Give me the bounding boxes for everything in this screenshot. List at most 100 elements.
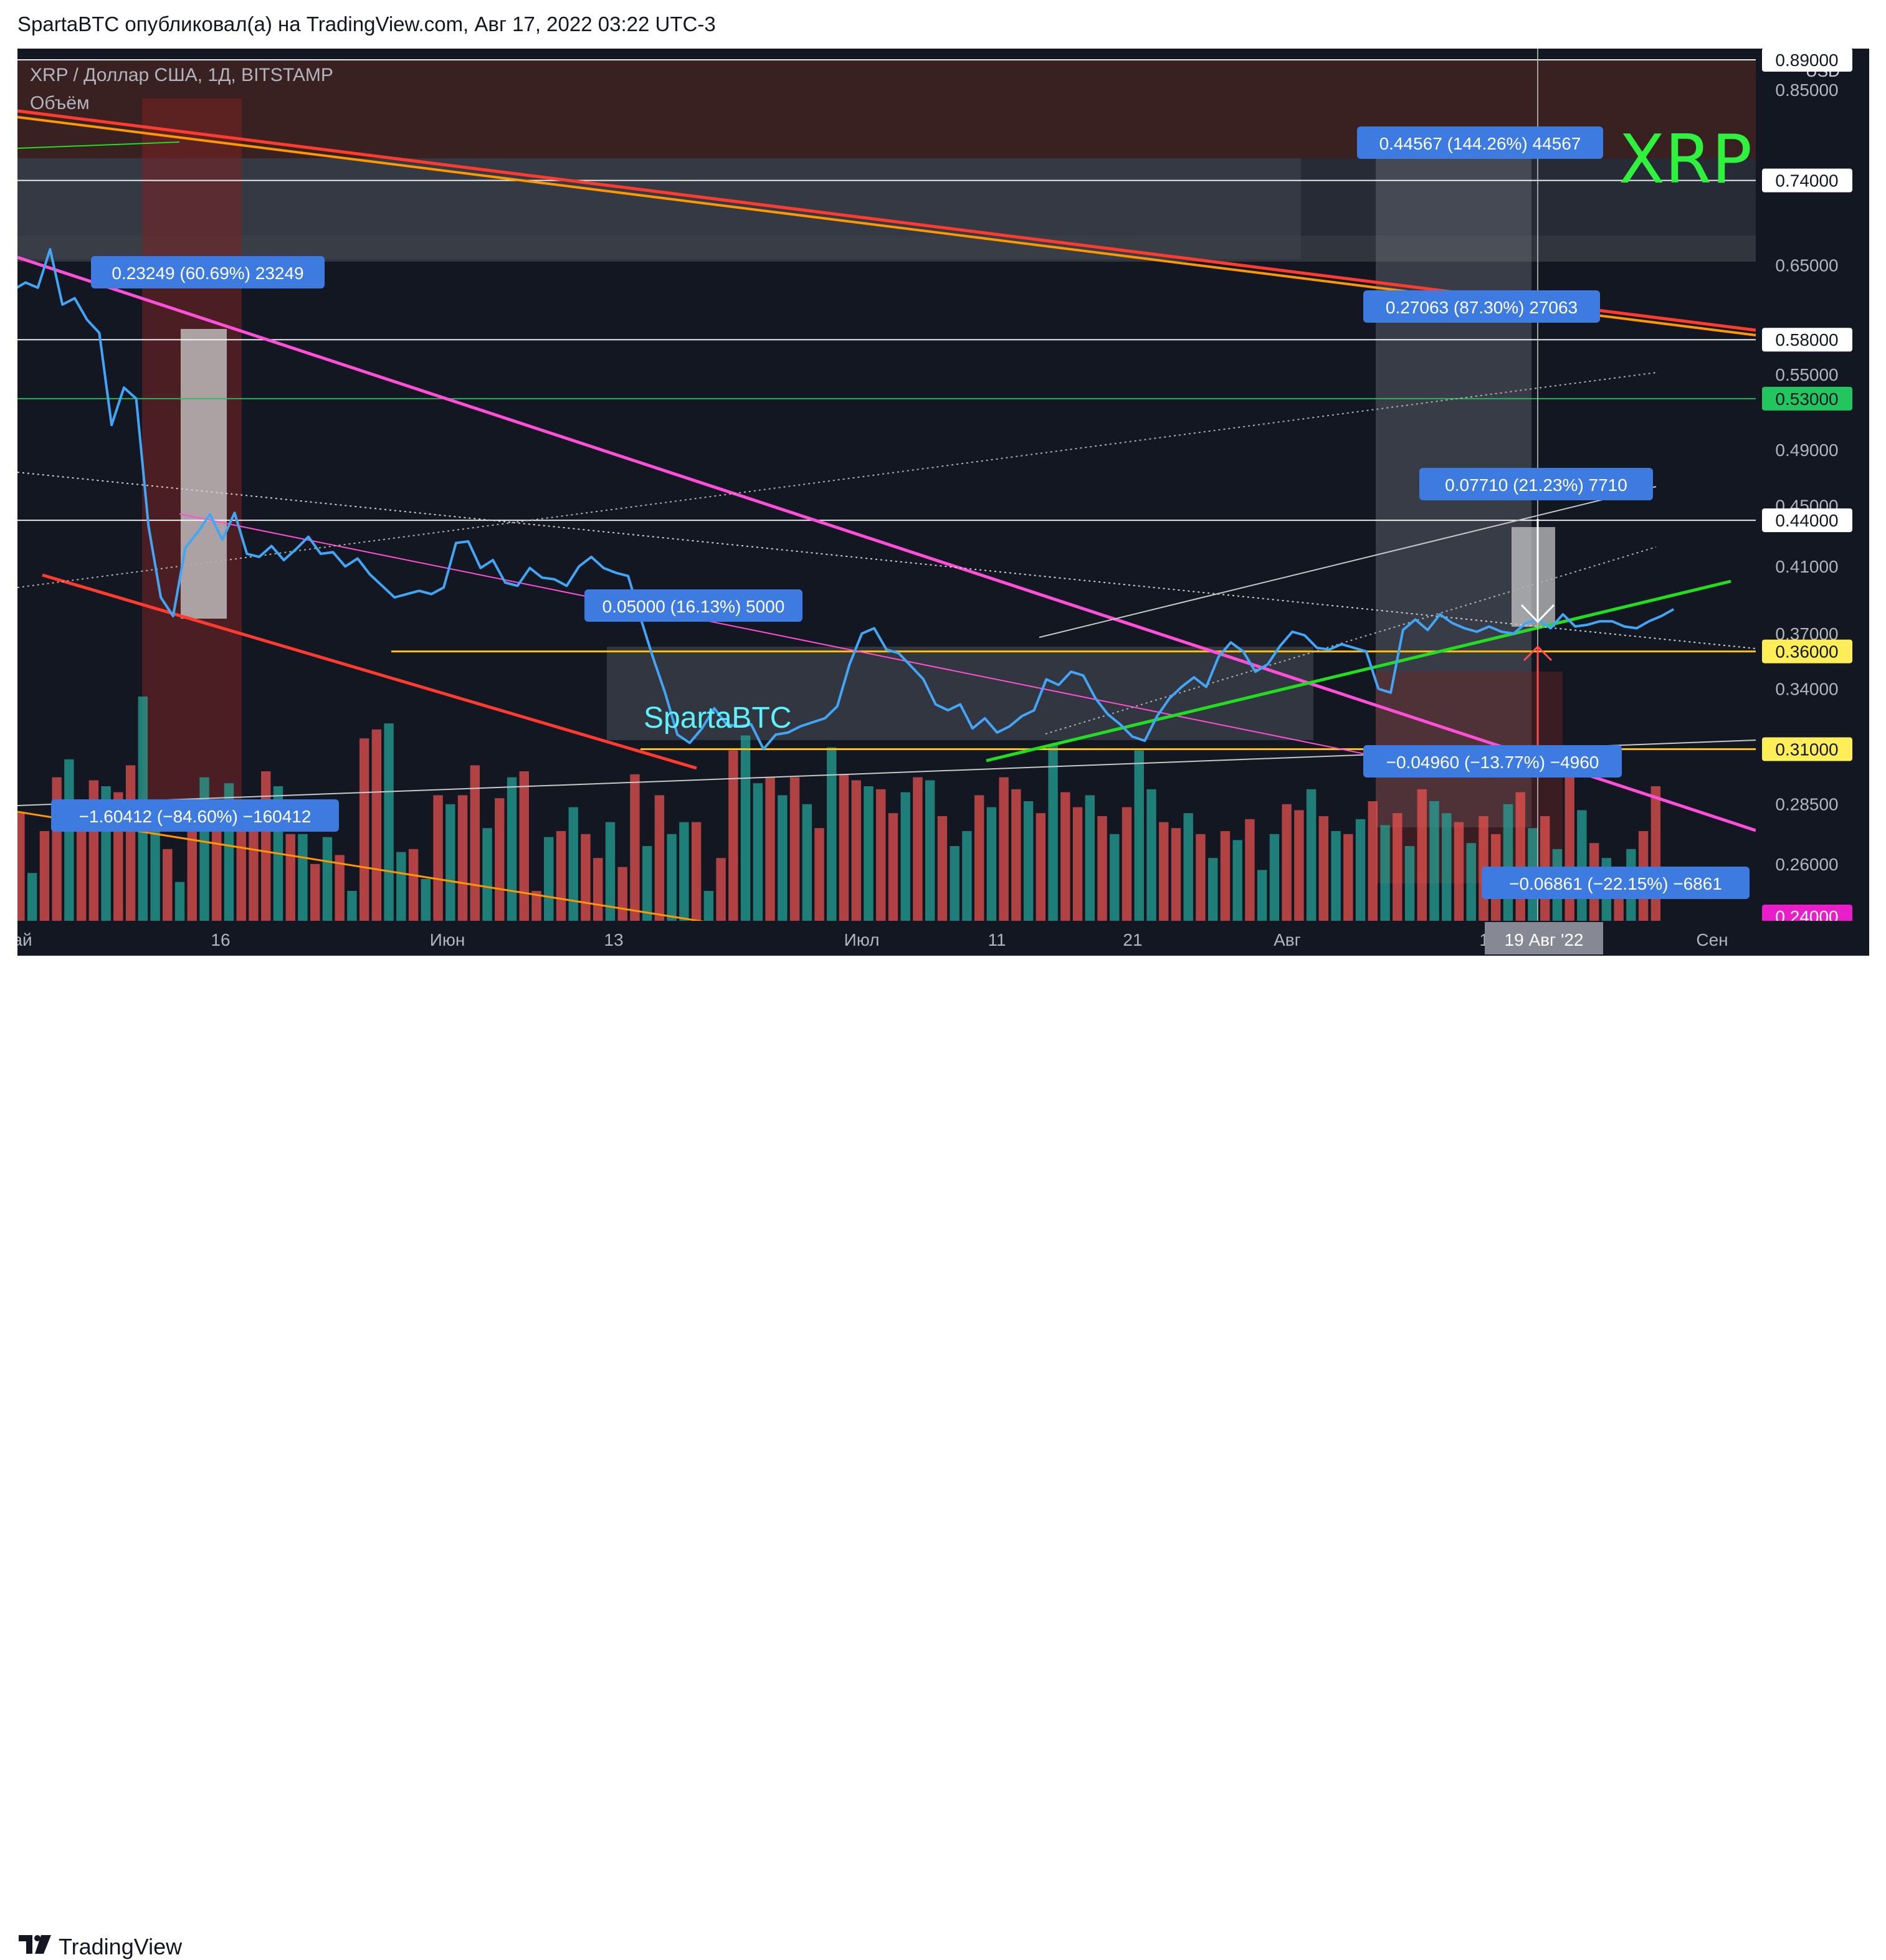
volume-bar xyxy=(1171,828,1181,921)
volume-bar xyxy=(17,813,25,921)
symbol-label: XRP xyxy=(1619,121,1752,199)
volume-bar xyxy=(1220,831,1231,921)
volume-bar xyxy=(1072,807,1083,921)
volume-label: Объём xyxy=(30,93,90,113)
volume-bar xyxy=(765,777,775,921)
measure-label-box xyxy=(1363,290,1600,323)
volume-bar xyxy=(617,867,627,921)
volume-bar xyxy=(1048,744,1058,921)
volume-bar xyxy=(507,777,517,921)
price-tick-label: 0.55000 xyxy=(1775,365,1838,384)
price-tick-highlight xyxy=(1762,168,1852,193)
price-line xyxy=(17,248,1675,751)
volume-bar xyxy=(1097,816,1107,921)
volume-bar xyxy=(937,816,948,921)
volume-bar xyxy=(347,891,357,921)
upper-range-zone xyxy=(17,158,1756,235)
volume-bar xyxy=(581,834,591,921)
price-tick-highlight xyxy=(1762,639,1852,664)
dotted-downtrend xyxy=(17,472,1756,649)
price-tick-label: 0.89000 xyxy=(1775,50,1838,70)
measure-label-text: −1.60412 (−84.60%) −160412 xyxy=(79,807,312,826)
time-tick-label: ай xyxy=(17,930,32,949)
volume-bar xyxy=(1417,789,1427,921)
measure-label-box xyxy=(1363,745,1622,778)
volume-bar xyxy=(421,878,431,921)
volume-bar xyxy=(950,846,960,921)
volume-bar xyxy=(322,837,333,921)
volume-bar xyxy=(1331,831,1341,921)
volume-bar xyxy=(544,837,554,921)
volume-bar xyxy=(814,828,824,921)
crosshair-date-box xyxy=(1485,922,1603,954)
down-arrow-icon xyxy=(1520,519,1555,624)
volume-bar xyxy=(457,795,468,921)
volume-bar xyxy=(174,882,185,921)
price-tick-label: 0.41000 xyxy=(1775,557,1838,576)
measure-label-text: −0.06861 (−22.15%) −6861 xyxy=(1509,874,1722,893)
measure-label: −0.04960 (−13.77%) −4960 xyxy=(1363,745,1622,778)
volume-bar xyxy=(298,834,308,921)
price-tick-highlight xyxy=(1762,49,1852,72)
price-scale-bg xyxy=(1756,49,1869,956)
chart-panel[interactable]: 0.44567 (144.26%) 44567 0.23249 (60.69%) … xyxy=(17,49,1869,956)
volume-bar xyxy=(986,807,997,921)
chart-title: XRP / Доллар США, 1Д, BITSTAMP xyxy=(30,65,333,85)
ascending-support-line xyxy=(986,579,1731,763)
volume-bar xyxy=(1085,795,1095,921)
volume-bar xyxy=(900,792,910,921)
measure-label-text: 0.27063 (87.30%) 27063 xyxy=(1386,298,1578,317)
price-tick-highlight xyxy=(1762,386,1852,411)
volume-bar xyxy=(1466,843,1476,921)
price-tick-highlight xyxy=(1762,328,1852,352)
publisher-line: SpartaBTC опубликовал(а) на TradingView.… xyxy=(17,12,716,36)
tradingview-logo-icon[interactable] xyxy=(19,1933,52,1958)
measure-label-box xyxy=(584,589,803,622)
gray-zone xyxy=(17,158,1301,259)
price-tick-label: 0.74000 xyxy=(1775,171,1838,191)
volume-bar xyxy=(1393,813,1403,921)
price-tick-highlight xyxy=(1762,508,1852,533)
volume-bar xyxy=(642,846,652,921)
time-axis: ай16Июн13Июл1121Авг15Сен19 Авг '22 xyxy=(17,921,1869,956)
volume-bar xyxy=(1454,822,1464,921)
volume-bar xyxy=(1134,750,1144,921)
measure-label: 0.07710 (21.23%) 7710 xyxy=(1419,468,1653,500)
price-tick-label: 0.31000 xyxy=(1775,740,1838,759)
tradingview-brand[interactable]: TradingView xyxy=(59,1934,183,1959)
volume-bar xyxy=(1110,834,1120,921)
measure-label-box xyxy=(51,799,339,832)
volume-bar xyxy=(789,777,800,921)
measure-label-text: −0.04960 (−13.77%) −4960 xyxy=(1386,753,1599,772)
volume-bar xyxy=(1503,804,1513,921)
volume-bar xyxy=(396,852,406,921)
volume-bar xyxy=(876,789,886,921)
volume-bar xyxy=(519,771,529,921)
volume-bar xyxy=(630,774,640,921)
volume-bar xyxy=(556,831,566,921)
volume-bar xyxy=(593,858,603,921)
price-tick-label: 0.28500 xyxy=(1775,795,1838,814)
price-tick-highlight xyxy=(1762,737,1852,761)
price-tick-label: 0.58000 xyxy=(1775,330,1838,350)
volume-bar xyxy=(1343,834,1353,921)
price-tick-label: 0.49000 xyxy=(1775,440,1838,460)
volume-bar xyxy=(285,834,295,921)
time-tick-label: 11 xyxy=(988,930,1006,949)
volume-bar xyxy=(716,858,726,921)
chart-canvas[interactable]: 0.44567 (144.26%) 44567 0.23249 (60.69%) … xyxy=(17,49,1869,956)
volume-bar xyxy=(384,723,394,921)
measure-label: −0.06861 (−22.15%) −6861 xyxy=(1482,867,1750,899)
volume-bar xyxy=(888,813,898,921)
drop-range-box xyxy=(181,329,227,619)
volume-bar xyxy=(728,750,738,921)
measure-label: 0.23249 (60.69%) 23249 xyxy=(91,256,325,288)
volume-bar xyxy=(1650,786,1661,921)
volume-bar xyxy=(1429,801,1439,921)
measure-label-box xyxy=(1419,468,1653,500)
volume-bar xyxy=(667,834,677,921)
volume-bar xyxy=(679,822,689,921)
volume-bar xyxy=(495,798,505,921)
volume-bar xyxy=(1036,813,1046,921)
publication-header: SpartaBTC опубликовал(а) на TradingView.… xyxy=(0,0,1886,50)
